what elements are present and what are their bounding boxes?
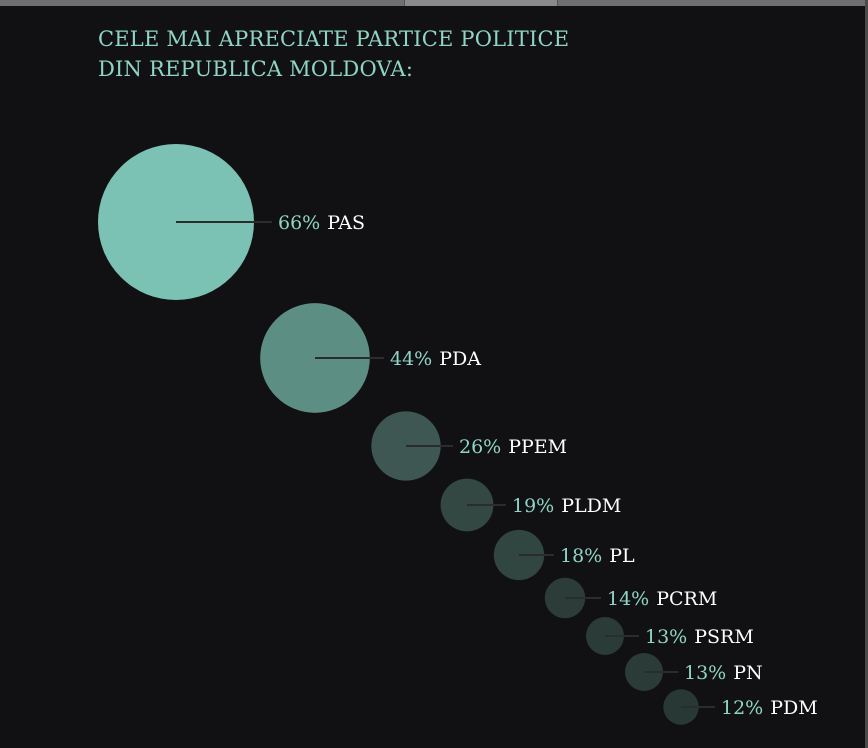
data-label-pn: 13% PN <box>684 662 763 684</box>
party-label-pn: PN <box>733 662 762 684</box>
percent-label-pl: 18% <box>560 545 602 567</box>
party-label-pdm: PDM <box>770 697 817 719</box>
percent-label-ppem: 26% <box>459 436 501 458</box>
party-label-pas: PAS <box>327 212 365 234</box>
percent-label-pn: 13% <box>684 662 726 684</box>
party-label-ppem: PPEM <box>508 436 567 458</box>
chart-title-line-1: CELE MAI APRECIATE PARTICE POLITICE <box>98 27 570 51</box>
chart-title: CELE MAI APRECIATE PARTICE POLITICE DIN … <box>98 24 569 84</box>
window-top-tab <box>404 0 558 6</box>
percent-label-pldm: 19% <box>512 495 554 517</box>
data-label-pl: 18% PL <box>560 545 635 567</box>
data-label-pcrm: 14% PCRM <box>607 588 717 610</box>
party-label-pcrm: PCRM <box>656 588 717 610</box>
percent-label-psrm: 13% <box>645 626 687 648</box>
data-label-pas: 66% PAS <box>278 212 365 234</box>
percent-label-pas: 66% <box>278 212 320 234</box>
party-label-psrm: PSRM <box>694 626 754 648</box>
data-label-pldm: 19% PLDM <box>512 495 621 517</box>
percent-label-pcrm: 14% <box>607 588 649 610</box>
party-label-pda: PDA <box>439 348 481 370</box>
party-label-pl: PL <box>609 545 635 567</box>
percent-label-pda: 44% <box>390 348 432 370</box>
data-label-ppem: 26% PPEM <box>459 436 567 458</box>
party-label-pldm: PLDM <box>561 495 621 517</box>
window-right-edge <box>865 0 868 748</box>
data-label-pda: 44% PDA <box>390 348 481 370</box>
chart-title-line-2: DIN REPUBLICA MOLDOVA: <box>98 57 414 81</box>
percent-label-pdm: 12% <box>721 697 763 719</box>
data-label-psrm: 13% PSRM <box>645 626 754 648</box>
data-label-pdm: 12% PDM <box>721 697 818 719</box>
